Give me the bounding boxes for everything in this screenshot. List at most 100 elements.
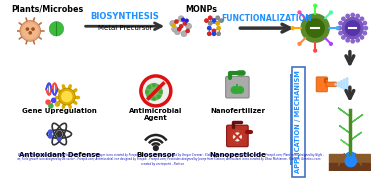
Circle shape (216, 22, 219, 25)
Circle shape (32, 28, 34, 30)
Circle shape (351, 13, 354, 17)
Circle shape (58, 88, 75, 105)
Circle shape (338, 82, 339, 84)
Circle shape (141, 76, 171, 106)
Circle shape (346, 83, 348, 85)
Circle shape (46, 100, 50, 104)
Circle shape (157, 95, 160, 98)
Text: Antioxidant Defense: Antioxidant Defense (19, 152, 100, 158)
Circle shape (345, 21, 360, 35)
Circle shape (153, 146, 158, 151)
Circle shape (179, 24, 183, 28)
FancyBboxPatch shape (226, 76, 249, 98)
Circle shape (172, 26, 178, 32)
Circle shape (212, 19, 215, 22)
Circle shape (212, 29, 215, 33)
Circle shape (341, 83, 342, 85)
Circle shape (172, 24, 175, 27)
Circle shape (208, 32, 211, 35)
Text: APPLICATION / MECHANISM: APPLICATION / MECHANISM (295, 70, 301, 173)
Circle shape (209, 22, 212, 25)
Circle shape (345, 155, 356, 167)
Circle shape (217, 32, 220, 35)
Circle shape (341, 86, 342, 88)
Text: MONPs: MONPs (185, 5, 217, 14)
Circle shape (57, 131, 62, 137)
Circle shape (363, 31, 367, 35)
Circle shape (346, 78, 348, 80)
FancyBboxPatch shape (316, 77, 327, 92)
Circle shape (232, 131, 243, 143)
Circle shape (153, 97, 155, 100)
Circle shape (330, 42, 332, 45)
Circle shape (343, 88, 345, 90)
Circle shape (336, 27, 339, 29)
Circle shape (342, 17, 345, 21)
Text: Metal Precursor: Metal Precursor (98, 25, 152, 31)
Circle shape (342, 36, 345, 39)
FancyBboxPatch shape (329, 163, 370, 174)
Circle shape (356, 39, 359, 42)
Circle shape (306, 19, 324, 37)
Circle shape (148, 95, 150, 98)
Circle shape (212, 32, 215, 35)
Circle shape (341, 81, 342, 82)
Circle shape (220, 19, 223, 22)
Circle shape (339, 21, 342, 25)
FancyBboxPatch shape (326, 82, 336, 87)
Polygon shape (339, 126, 350, 133)
Circle shape (20, 21, 40, 41)
Circle shape (208, 26, 211, 30)
Polygon shape (350, 132, 362, 141)
Circle shape (356, 14, 359, 18)
Circle shape (141, 76, 171, 106)
Circle shape (49, 104, 53, 108)
Circle shape (343, 82, 345, 84)
Circle shape (339, 31, 342, 35)
Circle shape (346, 81, 348, 82)
Circle shape (231, 87, 238, 93)
Circle shape (178, 16, 184, 22)
Circle shape (205, 19, 208, 22)
Text: FUNCTIONALIZATION: FUNCTIONALIZATION (221, 14, 312, 23)
Circle shape (181, 18, 184, 21)
FancyBboxPatch shape (329, 154, 370, 163)
Text: Nanofertilizer: Nanofertilizer (210, 108, 265, 114)
Circle shape (57, 136, 61, 140)
Circle shape (186, 29, 190, 33)
Circle shape (146, 84, 162, 100)
Text: Biosensor: Biosensor (136, 152, 175, 158)
Circle shape (183, 21, 187, 25)
Circle shape (346, 89, 348, 91)
FancyBboxPatch shape (226, 125, 248, 147)
Circle shape (338, 26, 341, 30)
Circle shape (48, 134, 52, 138)
Circle shape (343, 85, 345, 87)
Circle shape (153, 84, 155, 86)
Circle shape (29, 32, 31, 34)
Circle shape (346, 86, 348, 88)
Circle shape (146, 90, 149, 93)
Text: BIOSYNTHESIS: BIOSYNTHESIS (90, 12, 159, 21)
Text: Attributions: Bacteria and fertilizer icons created by Freepik - Flaticon; Spray: Attributions: Bacteria and fertilizer ic… (1, 153, 324, 166)
Circle shape (237, 87, 243, 93)
Circle shape (62, 92, 72, 102)
Text: Antimicrobial
Agent: Antimicrobial Agent (129, 108, 183, 121)
Circle shape (170, 20, 176, 26)
Circle shape (360, 36, 364, 39)
Circle shape (159, 90, 162, 93)
Circle shape (346, 39, 349, 42)
Text: Gene Upregulation: Gene Upregulation (22, 108, 97, 114)
Circle shape (351, 39, 354, 43)
Circle shape (55, 102, 59, 106)
Circle shape (157, 86, 160, 88)
Text: Nanopesticide: Nanopesticide (209, 152, 266, 158)
Circle shape (330, 11, 332, 14)
Circle shape (291, 27, 294, 29)
Circle shape (314, 4, 317, 7)
Circle shape (23, 23, 38, 38)
Polygon shape (49, 21, 64, 36)
Circle shape (148, 86, 150, 88)
Circle shape (342, 18, 363, 39)
Circle shape (364, 26, 367, 30)
